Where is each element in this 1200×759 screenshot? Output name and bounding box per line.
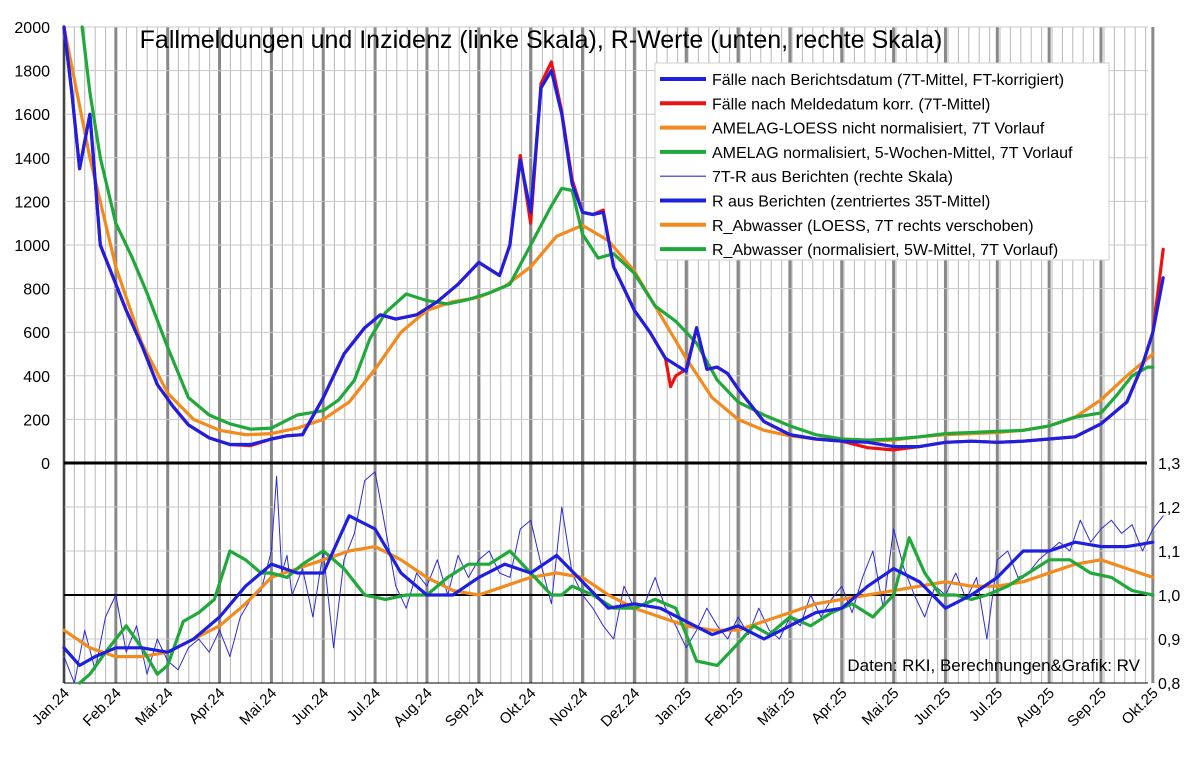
series-line-r-35t xyxy=(62,514,1155,667)
legend: Fälle nach Berichtsdatum (7T-Mittel, FT-… xyxy=(654,62,1110,261)
y-left-tick-label: 1400 xyxy=(14,151,50,168)
legend-label: R_Abwasser (LOESS, 7T rechts verschoben) xyxy=(712,218,1034,235)
y-left-tick-label: 1200 xyxy=(14,194,50,211)
legend-box xyxy=(654,62,1110,261)
series-line-r-abwasser-norm xyxy=(78,536,1155,685)
legend-label: R_Abwasser (normalisiert, 5W-Mittel, 7T … xyxy=(712,242,1058,259)
series-line-r-abwasser-loess xyxy=(62,545,1155,659)
credit-text: Daten: RKI, Berechnungen&Grafik: RV xyxy=(847,656,1140,675)
chart-title: Fallmeldungen und Inzidenz (linke Skala)… xyxy=(140,26,943,54)
y-left-tick-label: 800 xyxy=(23,282,50,299)
y-left-tick-label: 200 xyxy=(23,412,50,429)
y-right-tick-label: 1,1 xyxy=(1158,544,1180,561)
legend-label: AMELAG normalisiert, 5-Wochen-Mittel, 7T… xyxy=(712,145,1073,162)
y-left-tick-label: 0 xyxy=(41,456,50,473)
y-right-tick-label: 1,0 xyxy=(1158,588,1180,605)
y-left-tick-label: 600 xyxy=(23,325,50,342)
y-right-tick-label: 1,3 xyxy=(1158,456,1180,473)
y-left-tick-label: 400 xyxy=(23,369,50,386)
y-left-tick-label: 1800 xyxy=(14,64,50,81)
legend-label: Fälle nach Meldedatum korr. (7T-Mittel) xyxy=(712,96,990,113)
legend-label: AMELAG-LOESS nicht normalisiert, 7T Vorl… xyxy=(712,121,1045,138)
y-left-tick-label: 2000 xyxy=(14,20,50,37)
series-line-amelag-norm xyxy=(80,25,1155,442)
y-left-tick-label: 1600 xyxy=(14,107,50,124)
y-right-tick-label: 1,2 xyxy=(1158,500,1180,517)
y-left-tick-label: 1000 xyxy=(14,238,50,255)
legend-label: 7T-R aus Berichten (rechte Skala) xyxy=(712,169,953,186)
series-line-berichtsdatum xyxy=(62,25,1165,449)
legend-label: Fälle nach Berichtsdatum (7T-Mittel, FT-… xyxy=(712,72,1064,89)
legend-label: R aus Berichten (zentriertes 35T-Mittel) xyxy=(712,194,990,211)
series-layer xyxy=(62,25,1165,685)
y-right-tick-label: 0,9 xyxy=(1158,632,1180,649)
y-right-tick-label: 0,8 xyxy=(1158,676,1180,693)
